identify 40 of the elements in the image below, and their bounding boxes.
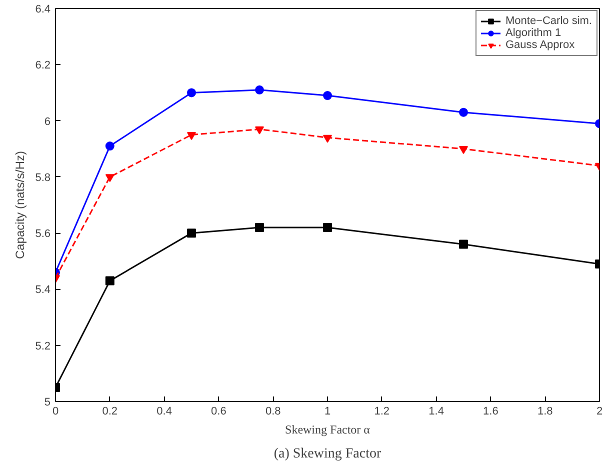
y-tick-label: 5.6 [35,228,51,240]
y-axis-title: Capacity (nats/s/Hz) [13,150,28,260]
y-tick-label: 5.2 [35,340,51,352]
x-tick-label: 0 [52,406,59,418]
point [255,222,264,232]
point [187,228,196,238]
point [105,276,114,286]
x-tick-label: 0.2 [102,406,118,418]
x-tick-label: 0.8 [265,406,281,418]
x-tick-label: 0.6 [211,406,226,418]
legend-label: Gauss Approx [505,39,575,51]
y-tick-label: 5.4 [35,284,51,296]
y-tick-label: 6.2 [35,60,51,72]
legend-label: Algorithm 1 [505,27,562,39]
point [323,134,332,143]
y-tick-label: 6 [44,116,51,128]
point [105,142,114,151]
text: (a) Skewing Factor [274,446,382,462]
point [105,174,114,182]
point [323,222,332,232]
x-axis-title: Skewing Factor α [285,422,371,436]
x-tick-label: 1 [324,406,331,418]
point [459,240,468,249]
point [459,108,468,117]
x-tick-label: 1.8 [537,406,553,418]
point [187,132,196,140]
y-tick-label: 5 [44,396,51,408]
x-tick-label: 2 [596,406,603,418]
x-tick-label: 0.4 [156,406,172,418]
point [323,91,332,100]
legend-label: Monte−Carlo sim. [505,15,592,27]
x-tick-label: 1.2 [374,406,390,418]
point [255,126,264,134]
point [255,85,264,94]
y-tick-label: 5.8 [35,172,51,184]
point [187,88,196,98]
point [459,146,468,154]
x-tick-label: 1.6 [483,406,498,418]
x-tick-label: 1.4 [428,406,444,418]
y-tick-label: 6.4 [35,4,51,16]
